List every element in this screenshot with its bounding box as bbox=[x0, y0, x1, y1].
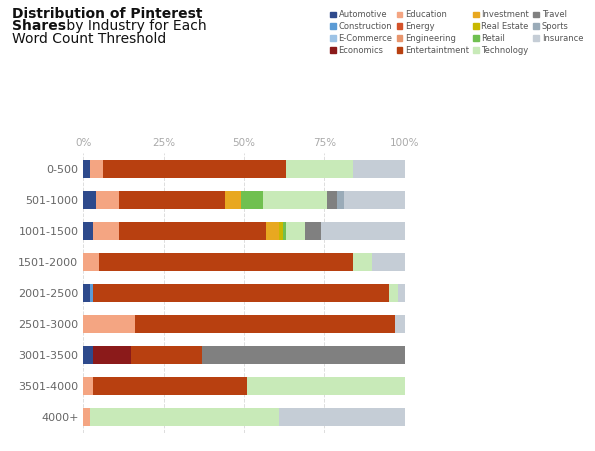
Bar bbox=[93, 346, 131, 364]
Bar bbox=[241, 191, 263, 209]
Bar bbox=[267, 222, 279, 240]
Bar bbox=[83, 346, 93, 364]
Bar bbox=[118, 222, 267, 240]
Bar bbox=[93, 377, 247, 396]
Bar bbox=[83, 191, 96, 209]
Bar bbox=[102, 160, 286, 178]
Bar bbox=[83, 160, 90, 178]
Bar bbox=[353, 160, 405, 178]
Bar bbox=[305, 222, 321, 240]
Legend: Automotive, Construction, E-Commerce, Economics, Education, Energy, Engineering,: Automotive, Construction, E-Commerce, Ec… bbox=[328, 9, 585, 57]
Bar bbox=[83, 315, 134, 333]
Text: Distribution of Pinterest: Distribution of Pinterest bbox=[12, 7, 202, 21]
Bar bbox=[283, 222, 286, 240]
Bar bbox=[321, 222, 405, 240]
Bar bbox=[395, 315, 405, 333]
Bar bbox=[83, 253, 99, 271]
Text: Shares: Shares bbox=[12, 19, 66, 33]
Bar bbox=[93, 284, 389, 302]
Bar bbox=[90, 409, 279, 427]
Bar bbox=[83, 222, 93, 240]
Bar bbox=[263, 191, 327, 209]
Bar bbox=[83, 377, 93, 396]
Bar bbox=[131, 346, 202, 364]
Bar bbox=[389, 284, 398, 302]
Bar bbox=[337, 191, 343, 209]
Bar bbox=[327, 191, 337, 209]
Text: by Industry for Each: by Industry for Each bbox=[62, 19, 207, 33]
Bar bbox=[398, 284, 405, 302]
Bar bbox=[90, 160, 102, 178]
Bar bbox=[118, 191, 225, 209]
Bar bbox=[134, 315, 395, 333]
Bar bbox=[83, 409, 90, 427]
Bar bbox=[90, 284, 93, 302]
Bar bbox=[279, 222, 283, 240]
Bar bbox=[202, 346, 405, 364]
Text: Word Count Threshold: Word Count Threshold bbox=[12, 32, 166, 46]
Bar bbox=[286, 160, 353, 178]
Bar bbox=[353, 253, 372, 271]
Bar bbox=[93, 222, 118, 240]
Bar bbox=[247, 377, 405, 396]
Bar bbox=[279, 409, 405, 427]
Bar bbox=[225, 191, 241, 209]
Bar bbox=[343, 191, 405, 209]
Bar bbox=[99, 253, 353, 271]
Bar bbox=[96, 191, 118, 209]
Bar bbox=[286, 222, 305, 240]
Bar bbox=[372, 253, 405, 271]
Bar bbox=[83, 284, 90, 302]
